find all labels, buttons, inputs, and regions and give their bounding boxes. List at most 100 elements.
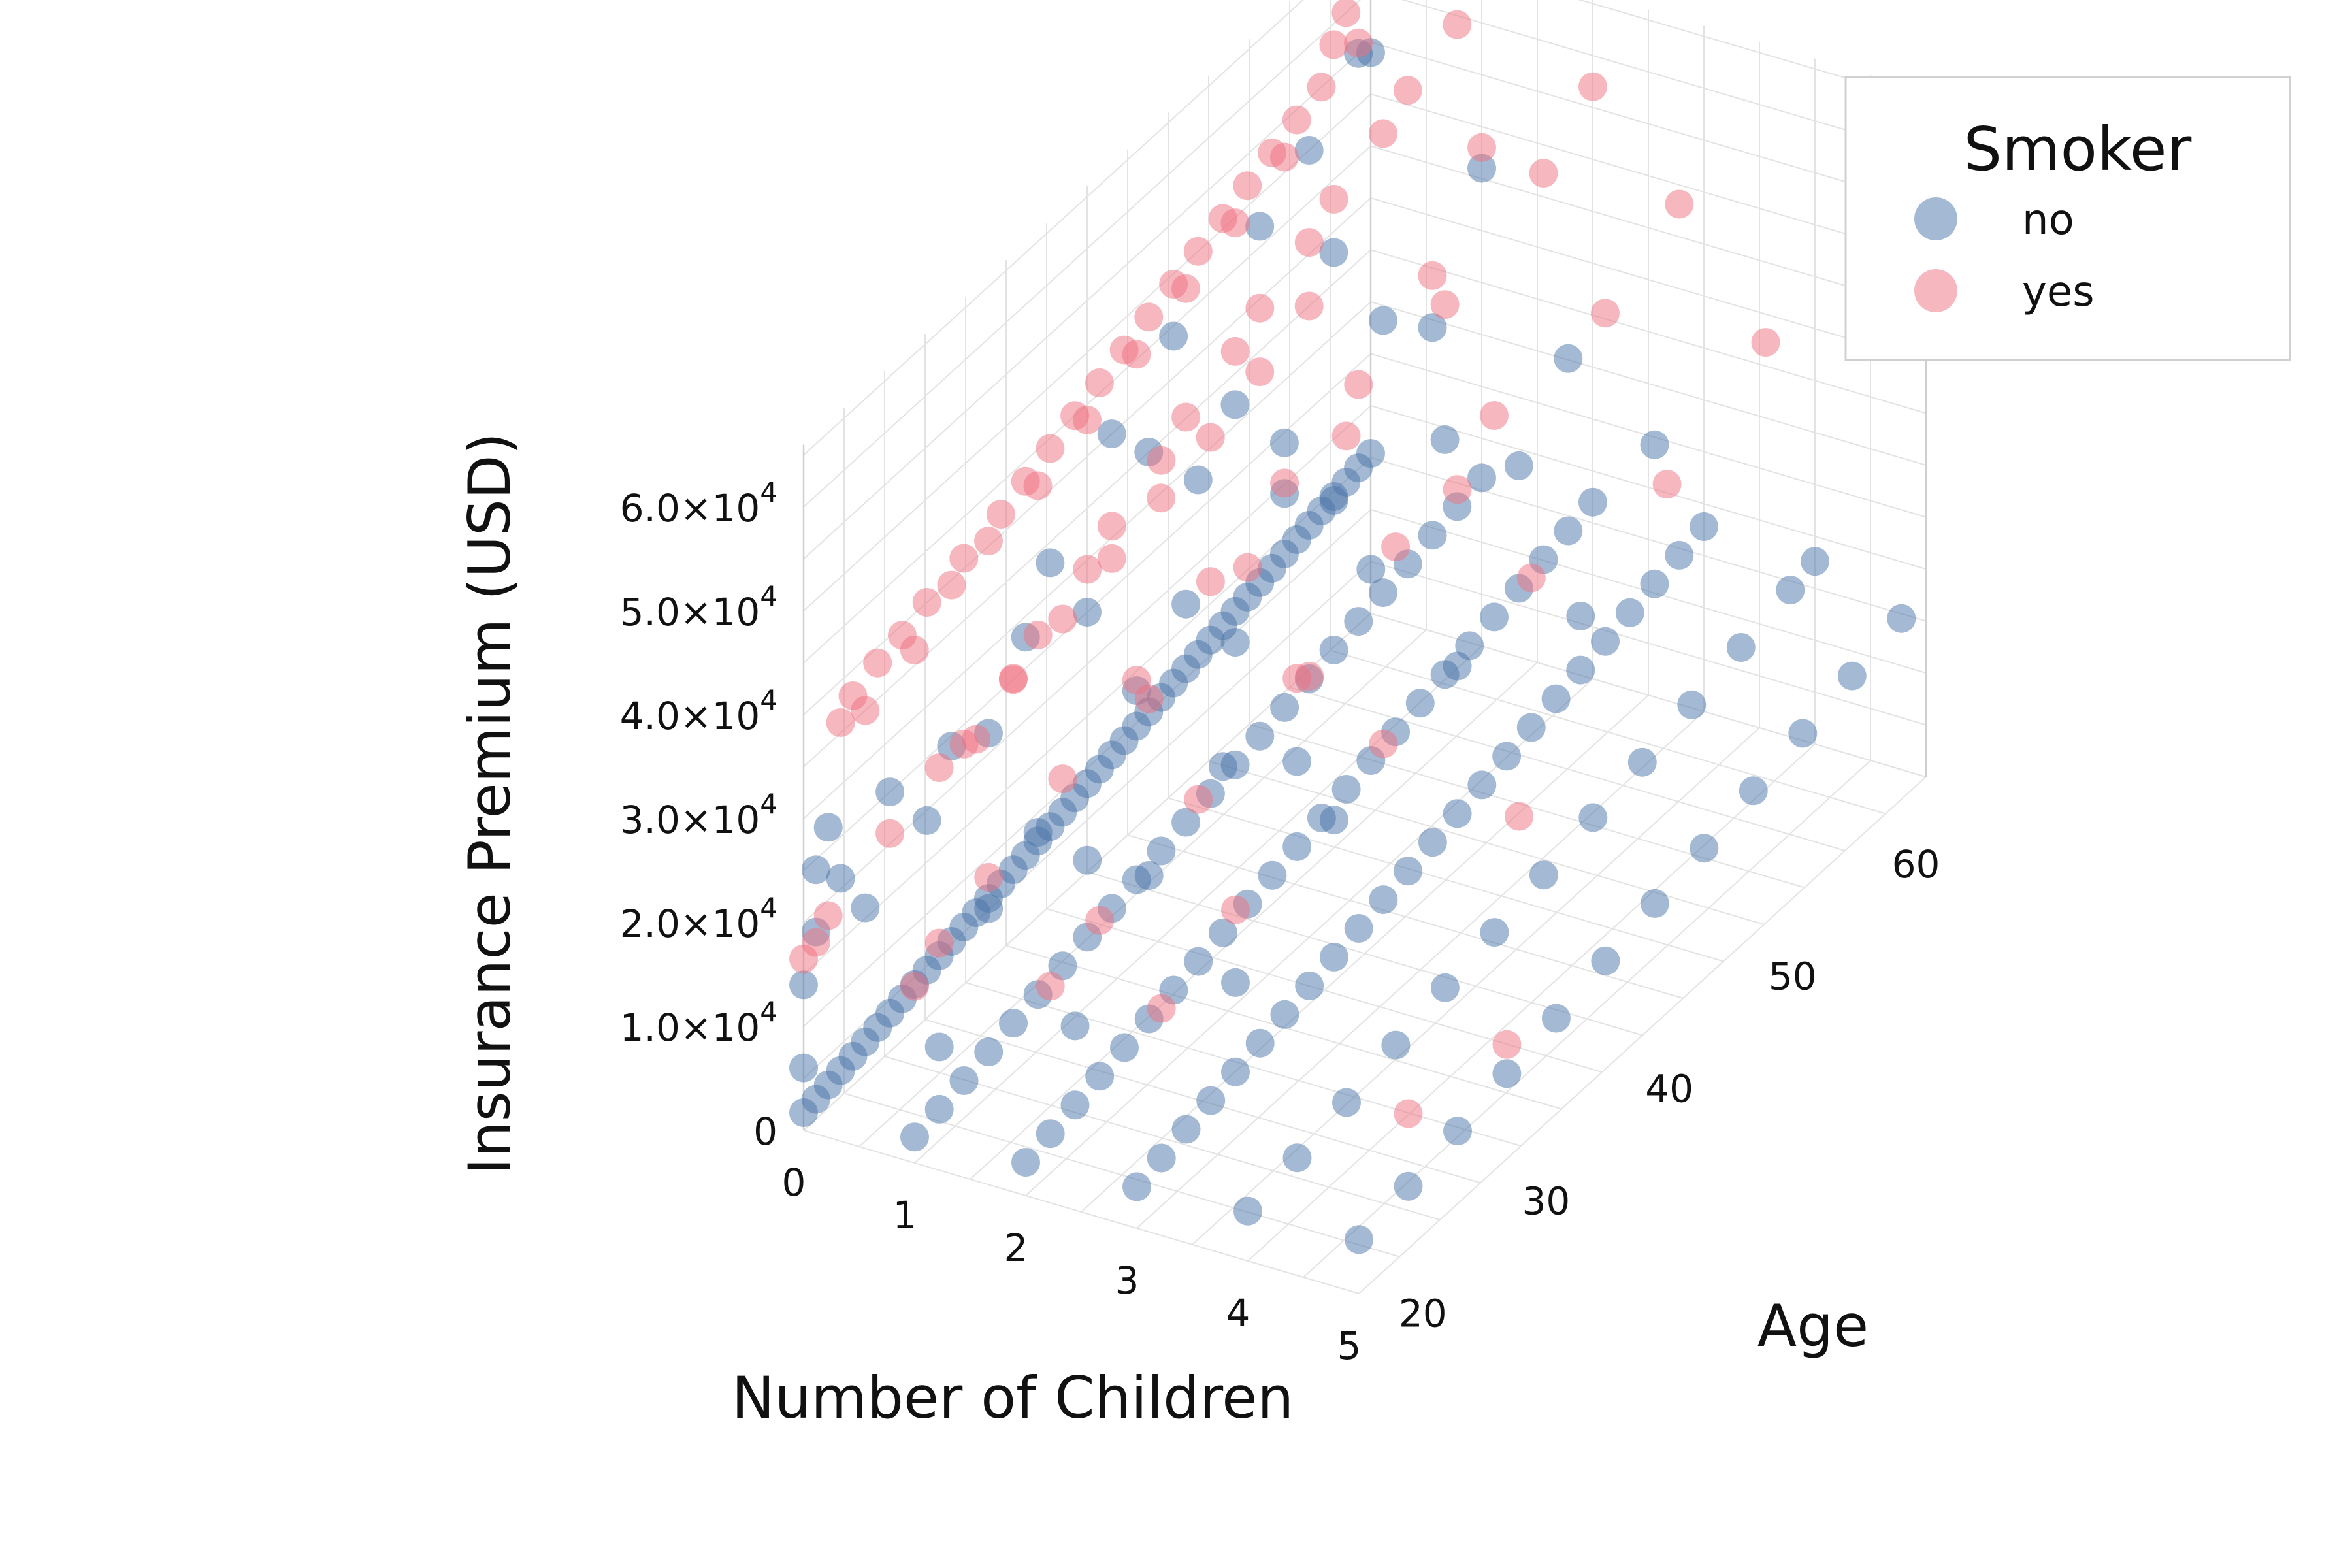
point-no	[1331, 775, 1361, 804]
point-no	[1554, 516, 1583, 546]
point-yes	[1097, 512, 1126, 541]
point-no	[1319, 806, 1348, 835]
z-tick-label: 4.0×104	[620, 684, 777, 738]
point-yes	[1196, 423, 1225, 452]
grid-line	[803, 41, 1371, 560]
grid-line	[1208, 760, 1765, 925]
point-no	[789, 970, 818, 1000]
point-yes	[1516, 563, 1546, 593]
point-no	[1677, 690, 1707, 719]
z-tick-label: 2.0×104	[620, 892, 777, 946]
point-no	[1615, 598, 1644, 627]
grid-line	[1289, 687, 1846, 851]
point-yes	[1233, 171, 1262, 201]
point-no	[1122, 1172, 1151, 1201]
point-no	[789, 1053, 818, 1083]
point-no	[1060, 1090, 1090, 1120]
point-yes	[1208, 204, 1237, 233]
point-no	[1516, 713, 1546, 742]
grid-line	[1578, 0, 1927, 103]
point-yes	[1221, 895, 1250, 924]
point-yes	[1270, 468, 1299, 498]
point-no	[1282, 1143, 1312, 1173]
point-yes	[1220, 336, 1250, 366]
point-no	[1269, 428, 1299, 457]
point-yes	[949, 729, 979, 759]
point-yes	[888, 621, 917, 650]
x-tick-label: 5	[1337, 1324, 1362, 1368]
y-tick-label: 20	[1399, 1292, 1447, 1336]
x-tick-label: 1	[893, 1193, 917, 1237]
point-no	[999, 1009, 1028, 1038]
point-no	[924, 1094, 954, 1124]
point-no	[1332, 1088, 1361, 1117]
point-no	[1640, 569, 1669, 598]
point-no	[1430, 973, 1460, 1002]
point-yes	[924, 753, 954, 783]
point-no	[1344, 607, 1373, 636]
point-yes	[1036, 434, 1065, 463]
grid-line	[1370, 197, 1927, 362]
point-yes	[1591, 299, 1620, 328]
point-yes	[1393, 76, 1422, 105]
point-no	[1394, 1171, 1423, 1201]
point-yes	[1036, 972, 1065, 1001]
legend-title: Smoker	[1964, 114, 2192, 184]
point-no	[974, 1037, 1004, 1066]
point-no	[1381, 1030, 1411, 1060]
point-no	[1578, 803, 1608, 832]
point-no	[1418, 828, 1447, 857]
point-no	[1665, 540, 1694, 570]
point-no	[1270, 1000, 1299, 1029]
point-no	[1467, 770, 1497, 800]
point-no	[1171, 589, 1201, 619]
grid-line	[1370, 405, 1927, 570]
z-tick-label: 0	[753, 1109, 777, 1154]
point-no	[1023, 818, 1053, 847]
point-no	[1627, 747, 1657, 777]
point-no	[900, 1122, 929, 1152]
point-yes	[1578, 72, 1607, 101]
point-no	[1467, 463, 1496, 493]
point-yes	[949, 544, 979, 573]
point-yes	[1480, 401, 1509, 430]
point-no	[1467, 154, 1496, 183]
point-no	[1220, 390, 1250, 419]
point-no	[1788, 719, 1818, 748]
point-no	[1492, 742, 1522, 771]
point-no	[1073, 598, 1102, 627]
legend-marker-no	[1914, 197, 1957, 240]
point-yes	[1394, 1099, 1423, 1128]
point-no	[1171, 1115, 1201, 1144]
point-yes	[999, 664, 1028, 693]
z-tick-label: 6.0×104	[620, 476, 777, 531]
grid-line	[1370, 145, 1927, 310]
point-yes	[900, 972, 929, 1001]
point-yes	[1331, 0, 1361, 27]
point-yes	[1196, 567, 1225, 596]
point-no	[1233, 1196, 1262, 1226]
point-yes	[1011, 466, 1040, 496]
point-yes	[1319, 30, 1348, 59]
point-no	[789, 1098, 818, 1127]
y-tick-label: 60	[1892, 842, 1940, 887]
point-yes	[912, 588, 941, 617]
point-no	[1492, 1059, 1522, 1088]
point-no	[1369, 885, 1398, 915]
point-yes	[1245, 357, 1275, 387]
point-no	[1344, 914, 1373, 943]
point-yes	[1344, 370, 1373, 399]
point-no	[1529, 860, 1558, 890]
point-no	[1208, 752, 1237, 781]
point-yes	[1492, 1030, 1522, 1059]
point-no	[1110, 1033, 1139, 1062]
point-no	[1405, 689, 1435, 718]
point-no	[1319, 486, 1348, 515]
point-no	[1220, 628, 1250, 657]
point-no	[1480, 602, 1509, 632]
point-no	[1430, 425, 1460, 454]
point-no	[1245, 721, 1275, 751]
point-no	[1739, 776, 1768, 806]
z-tick-label: 5.0×104	[620, 580, 777, 634]
x-tick-label: 2	[1004, 1226, 1028, 1270]
